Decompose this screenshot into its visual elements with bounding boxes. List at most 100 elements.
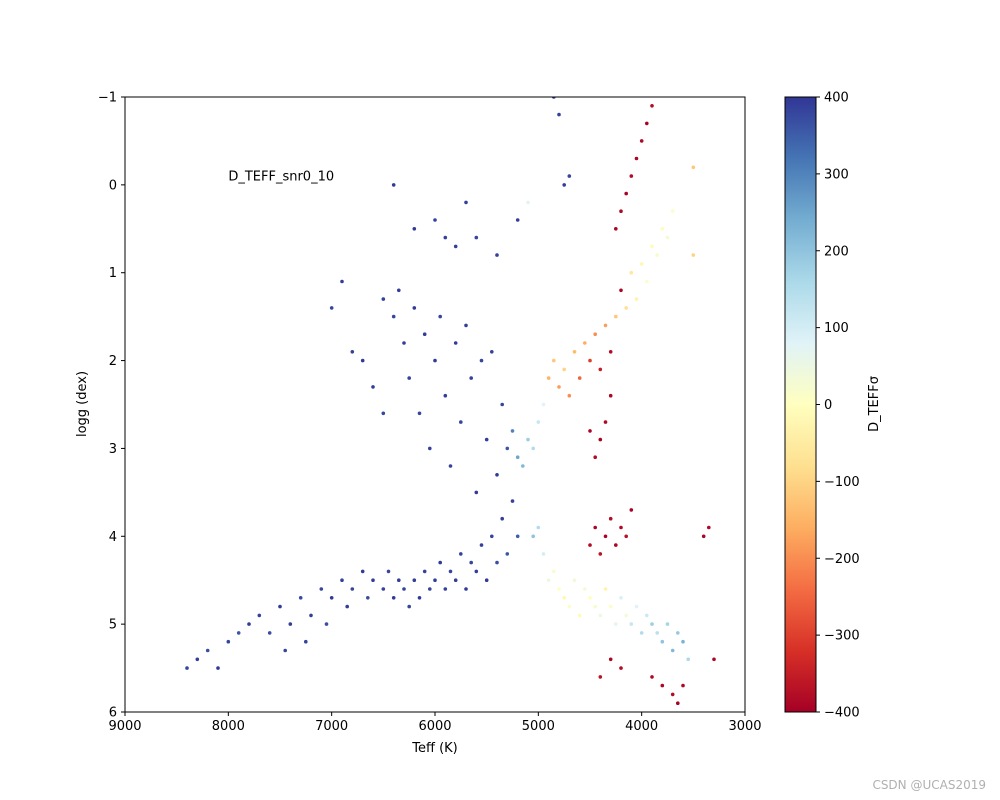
data-point [329, 596, 334, 600]
data-point [572, 578, 577, 582]
data-point [350, 587, 355, 591]
data-point [588, 596, 592, 600]
data-point [397, 578, 401, 582]
data-point [629, 622, 634, 626]
colorbar-tick-label: −400 [824, 706, 860, 721]
y-axis-ticks: −1 0 1 2 3 4 5 6 [98, 91, 125, 721]
data-point [391, 314, 396, 319]
data-point [360, 569, 365, 574]
data-point [536, 525, 541, 530]
data-point [624, 191, 628, 196]
data-point [257, 613, 262, 618]
data-point [608, 604, 613, 609]
data-point [639, 631, 644, 635]
data-point [433, 578, 437, 582]
data-point [448, 464, 453, 468]
data-point [676, 701, 680, 705]
data-point [479, 543, 484, 547]
data-point [650, 622, 654, 626]
data-point [459, 552, 463, 556]
data-point [634, 297, 639, 301]
data-point [360, 358, 365, 363]
data-point [593, 455, 597, 460]
data-point [236, 631, 241, 635]
data-point [603, 420, 608, 424]
data-point [629, 270, 634, 275]
data-point [577, 613, 582, 618]
data-point [686, 657, 690, 662]
data-point [562, 596, 566, 600]
data-point [614, 622, 618, 626]
data-point [391, 183, 396, 187]
data-point [608, 393, 613, 398]
data-point [639, 139, 644, 143]
data-point [412, 306, 417, 310]
colorbar [784, 96, 817, 713]
data-point [453, 341, 458, 345]
x-tick-label: 6000 [418, 719, 451, 734]
data-point [598, 675, 603, 679]
data-point [195, 657, 200, 662]
data-point [619, 525, 623, 530]
data-point [577, 376, 582, 380]
data-point [624, 613, 628, 618]
data-point [386, 569, 391, 574]
data-point [505, 446, 510, 451]
data-point [397, 288, 401, 293]
data-point [309, 613, 313, 618]
data-point [645, 279, 649, 284]
dataset-annotation: D_TEFF_snr0_10 [228, 169, 334, 184]
data-point [619, 666, 623, 670]
data-point [593, 332, 597, 337]
colorbar-tick-label: 100 [824, 321, 849, 336]
data-point [474, 490, 479, 495]
data-point [572, 350, 577, 354]
data-point [500, 516, 505, 521]
data-point [707, 525, 711, 530]
data-point [608, 657, 613, 662]
data-point [629, 174, 634, 178]
data-point [712, 657, 716, 662]
data-point [438, 560, 443, 565]
data-point [484, 437, 489, 442]
data-point [598, 367, 603, 372]
data-point [474, 569, 479, 574]
colorbar-tick-label: 300 [824, 167, 849, 182]
data-point [660, 227, 665, 231]
data-point [650, 244, 654, 249]
data-point [381, 297, 386, 301]
data-point [428, 446, 432, 451]
colorbar-tick-label: 0 [824, 398, 832, 413]
data-point [562, 367, 566, 372]
data-point [412, 578, 417, 582]
data-point [624, 534, 628, 539]
data-point [298, 596, 303, 600]
data-point [650, 675, 654, 679]
data-point [453, 578, 458, 582]
data-point [531, 446, 535, 451]
data-point [453, 244, 458, 249]
data-point [614, 227, 618, 231]
data-point [552, 358, 556, 363]
y-tick-label: 5 [109, 618, 117, 633]
data-point [464, 323, 468, 328]
data-point [546, 578, 551, 582]
data-point [345, 604, 350, 609]
data-point [448, 569, 453, 574]
data-point [608, 516, 613, 521]
data-point [665, 622, 670, 626]
colorbar-label: D_TEFFσ [867, 376, 882, 432]
data-point [422, 569, 427, 574]
data-point [216, 666, 220, 670]
data-point [614, 543, 618, 547]
colorbar-tick-label: −300 [824, 629, 860, 644]
data-point [567, 604, 572, 609]
data-point [608, 350, 613, 354]
data-point [557, 385, 561, 389]
data-point [598, 437, 603, 442]
data-point [562, 183, 566, 187]
x-tick-label: 9000 [108, 719, 141, 734]
data-point [340, 578, 344, 582]
data-point [588, 429, 592, 433]
data-point [428, 587, 432, 591]
